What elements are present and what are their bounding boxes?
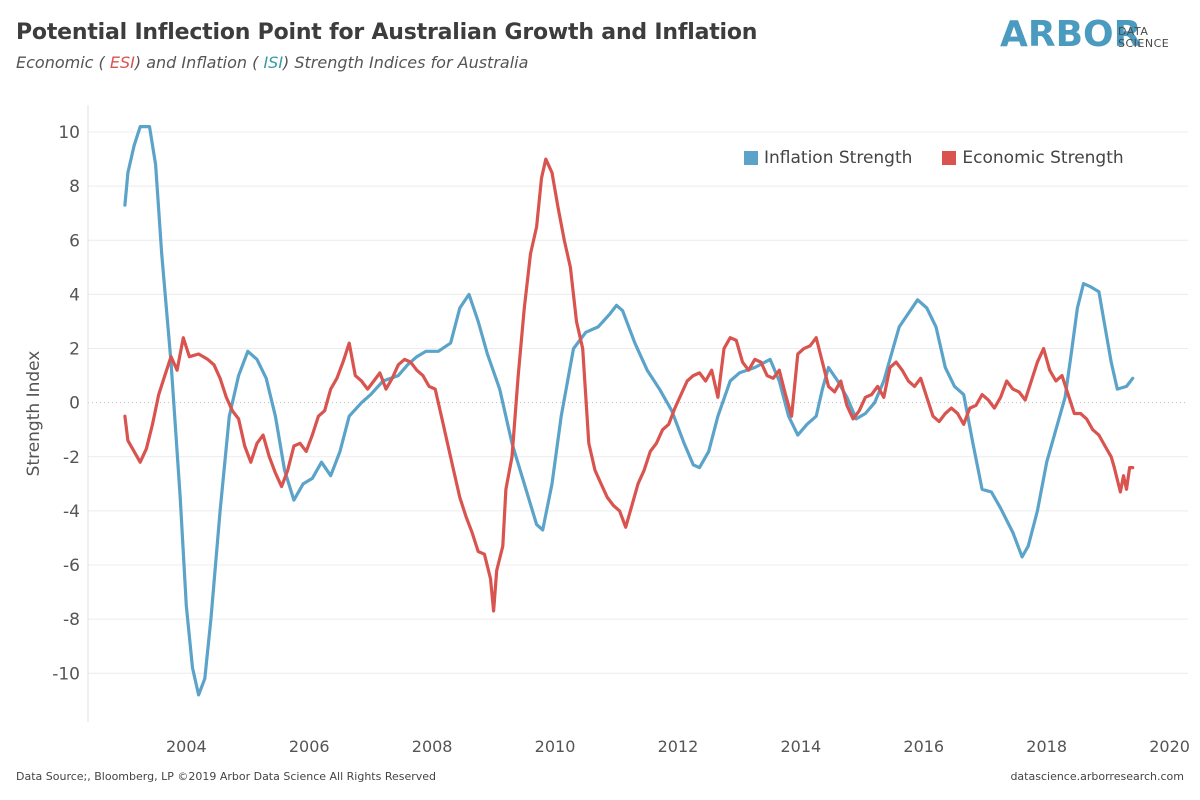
x-tick-label: 2008 [412, 737, 453, 756]
series-line-inflation [123, 125, 1135, 697]
y-tick-label: -2 [63, 448, 80, 468]
x-tick-label: 2014 [780, 737, 821, 756]
x-tick-label: 2010 [535, 737, 576, 756]
series-lines [123, 125, 1135, 697]
subtitle-part-2: ) and Inflation ( [134, 53, 264, 72]
x-tick-label: 2016 [903, 737, 944, 756]
y-tick-label: 2 [69, 340, 80, 360]
subtitle-part-3: ) Strength Indices for Australia [283, 53, 529, 72]
y-tick-label: 8 [69, 177, 80, 197]
logo-tagline-line2: SCIENCE [1118, 37, 1170, 50]
legend-swatch-inflation [744, 151, 758, 165]
x-tick-label: 2006 [289, 737, 330, 756]
chart-subtitle: Economic ( ESI) and Inflation ( ISI) Str… [16, 53, 528, 72]
y-tick-label: -4 [63, 502, 80, 522]
y-tick-label: -8 [63, 610, 80, 630]
chart-title: Potential Inflection Point for Australia… [16, 20, 758, 45]
y-tick-label: 4 [69, 285, 80, 305]
legend-swatch-economic [942, 151, 957, 165]
y-tick-label: 6 [69, 231, 80, 251]
subtitle-part-1: Economic ( [16, 53, 110, 72]
arbor-logo: ARBOR DATA SCIENCE [1000, 14, 1185, 58]
logo-tagline: DATA SCIENCE [1118, 26, 1169, 50]
y-tick-label: 10 [58, 123, 80, 143]
x-tick-label: 2018 [1026, 737, 1067, 756]
y-axis-label: Strength Index [24, 351, 44, 477]
x-tick-label: 2004 [166, 737, 207, 756]
chart-legend: Inflation Strength Economic Strength [744, 148, 1124, 168]
series-line-economic [123, 157, 1135, 613]
y-tick-label: 0 [69, 394, 80, 414]
legend-item-inflation: Inflation Strength [744, 148, 912, 168]
logo-tagline-line1: DATA [1118, 25, 1149, 38]
legend-label-inflation: Inflation Strength [764, 148, 913, 168]
grid-lines [88, 131, 1188, 674]
data-source-note: Data Source;, Bloomberg, LP ©2019 Arbor … [16, 770, 437, 783]
legend-label-economic: Economic Strength [962, 148, 1124, 168]
legend-item-economic: Economic Strength [942, 148, 1124, 168]
subtitle-esi: ESI [109, 53, 135, 72]
subtitle-isi: ISI [263, 53, 284, 72]
x-tick-label: 2012 [658, 737, 699, 756]
x-tick-label: 2020 [1149, 737, 1190, 756]
y-tick-label: -6 [63, 556, 80, 576]
logo-wordmark: ARBOR [1000, 14, 1142, 55]
line-chart: 10 8 6 4 2 0 -2 -4 -6 -8 -10 2004 2006 2008 2010 2012 20… [24, 105, 1190, 756]
website-url[interactable]: datascience.arborresearch.com [1010, 770, 1184, 783]
axes: 10 8 6 4 2 0 -2 -4 -6 -8 -10 2004 2006 2008 2010 2012 20… [24, 105, 1190, 756]
y-tick-label: -10 [52, 664, 80, 684]
